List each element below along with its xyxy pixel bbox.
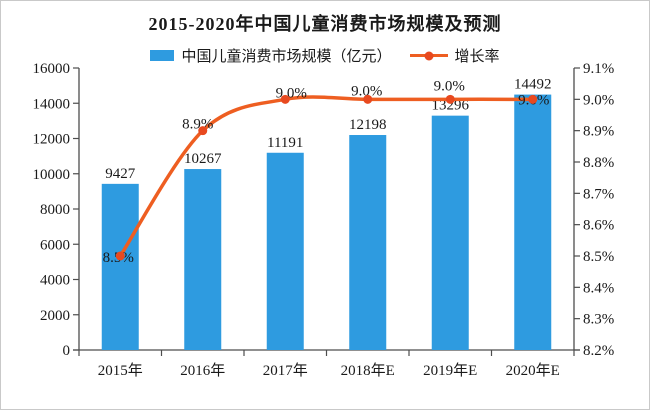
bar-value-label: 14492 bbox=[514, 77, 552, 93]
bar-series-swatch-icon bbox=[150, 50, 175, 61]
left-axis-label: 16000 bbox=[33, 61, 71, 77]
legend-label-market-size: 中国儿童消费市场规模（亿元） bbox=[181, 49, 392, 65]
bar-value-label: 12198 bbox=[349, 117, 387, 133]
bar-2020年E bbox=[514, 94, 552, 351]
growth-marker-2017年 bbox=[280, 94, 290, 104]
x-axis-label: 2017年 bbox=[263, 362, 308, 379]
left-axis-label: 6000 bbox=[40, 237, 70, 253]
x-axis-label: 2019年E bbox=[423, 362, 477, 379]
growth-marker-2016年 bbox=[198, 126, 208, 136]
x-axis-label: 2016年 bbox=[180, 362, 225, 379]
right-axis-label: 8.4% bbox=[583, 280, 614, 296]
right-axis-label: 9.0% bbox=[583, 92, 614, 108]
growth-rate-label: 9.0% bbox=[276, 85, 307, 101]
growth-rate-label: 8.9% bbox=[182, 117, 213, 133]
right-axis-label: 8.8% bbox=[583, 155, 614, 171]
legend-label-growth-rate: 增长率 bbox=[454, 49, 500, 65]
bar-2016年 bbox=[184, 169, 222, 350]
left-axis-label: 2000 bbox=[40, 308, 70, 324]
line-series-swatch-icon bbox=[409, 51, 448, 60]
chart-title: 2015-2020年中国儿童消费市场规模及预测 bbox=[148, 14, 502, 34]
x-axis-label: 2015年 bbox=[98, 362, 143, 379]
growth-marker-2020年E bbox=[528, 94, 538, 104]
growth-marker-2015年 bbox=[115, 251, 125, 261]
bar-2018年E bbox=[349, 135, 387, 350]
legend-item-growth-rate: 增长率 bbox=[400, 45, 500, 66]
right-axis-label: 8.3% bbox=[583, 312, 614, 328]
bar-2019年E bbox=[431, 115, 469, 351]
left-axis-label: 12000 bbox=[33, 132, 71, 148]
bar-2017年 bbox=[266, 152, 304, 350]
growth-rate-label: 9.0% bbox=[434, 78, 465, 94]
left-axis-label: 14000 bbox=[33, 96, 71, 112]
chart-legend: 中国儿童消费市场规模（亿元） 增长率 bbox=[1, 45, 649, 66]
bar-value-label: 13296 bbox=[432, 98, 470, 114]
right-axis-label: 9.1% bbox=[583, 61, 614, 77]
left-axis-label: 0 bbox=[63, 343, 71, 359]
x-axis-label: 2020年E bbox=[506, 362, 560, 379]
left-axis-label: 4000 bbox=[40, 273, 70, 289]
bar-value-label: 11191 bbox=[267, 135, 303, 151]
bar-value-label: 9427 bbox=[105, 166, 136, 182]
left-axis-label: 10000 bbox=[33, 167, 71, 183]
right-axis-label: 8.2% bbox=[583, 343, 614, 359]
x-axis-label: 2018年E bbox=[341, 362, 395, 379]
left-axis-label: 8000 bbox=[40, 202, 70, 218]
right-axis-label: 8.7% bbox=[583, 186, 614, 202]
right-axis-label: 8.9% bbox=[583, 124, 614, 140]
bar-2015年 bbox=[101, 183, 139, 350]
legend-item-market-size: 中国儿童消费市场规模（亿元） bbox=[150, 45, 392, 66]
growth-marker-2019年E bbox=[445, 94, 455, 104]
growth-rate-label: 9.0% bbox=[351, 83, 382, 99]
growth-marker-2018年E bbox=[363, 94, 373, 104]
right-axis-label: 8.6% bbox=[583, 218, 614, 234]
line-marker-dot-icon bbox=[424, 51, 433, 60]
bar-value-label: 10267 bbox=[184, 151, 222, 167]
right-axis-label: 8.5% bbox=[583, 249, 614, 265]
